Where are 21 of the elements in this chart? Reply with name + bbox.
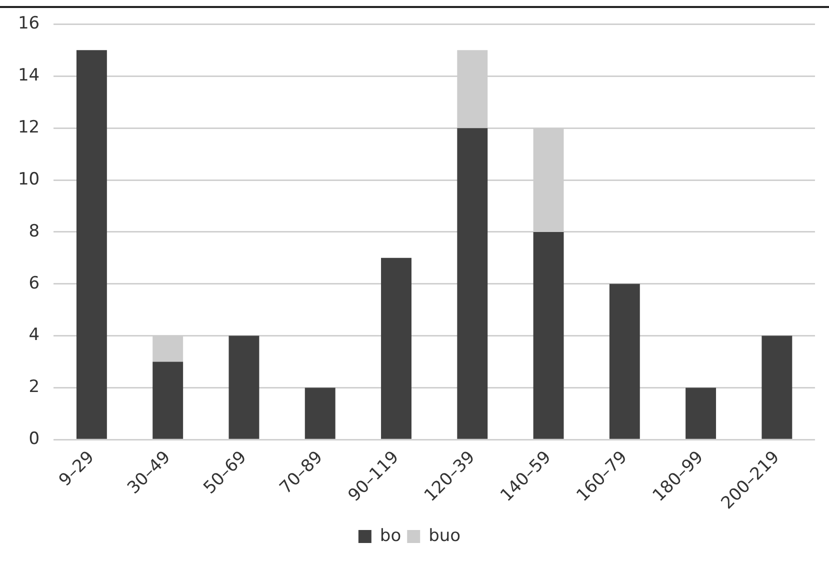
y-tick-label: 4 (28, 325, 40, 346)
bar (152, 362, 184, 439)
y-tick-label: 0 (28, 429, 40, 450)
y-tick-label: 12 (18, 117, 40, 138)
bar (609, 284, 640, 439)
y-tick-label: 16 (18, 14, 40, 34)
bar (76, 50, 107, 439)
bar (304, 388, 336, 439)
y-tick-label: 10 (18, 169, 40, 190)
bar (762, 336, 792, 439)
y-tick-label: 14 (18, 66, 40, 86)
bar (686, 388, 716, 439)
y-tick-label: 2 (28, 377, 40, 398)
y-tick-label: 8 (28, 221, 40, 242)
legend-label: buo (428, 526, 461, 546)
y-tick-label: 6 (28, 273, 40, 294)
bar (457, 128, 488, 439)
legend-label: bo (380, 526, 402, 546)
bar (533, 232, 564, 439)
bar (381, 258, 412, 439)
bar (228, 336, 260, 439)
